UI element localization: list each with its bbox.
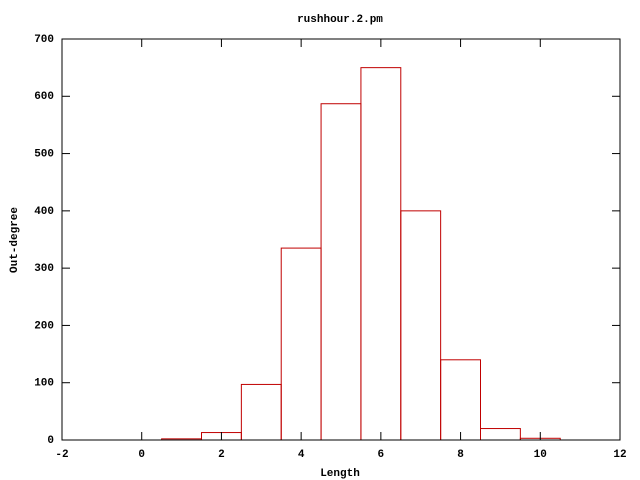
y-tick-label: 200 <box>34 320 54 332</box>
y-tick-label: 600 <box>34 91 54 103</box>
x-tick-label: 6 <box>378 449 385 461</box>
x-tick-label: 12 <box>613 449 626 461</box>
x-tick-label: 2 <box>218 449 225 461</box>
y-tick-label: 400 <box>34 206 54 218</box>
x-axis-label: Length <box>320 468 360 480</box>
y-tick-label: 0 <box>47 435 54 447</box>
x-tick-label: 4 <box>298 449 305 461</box>
y-tick-label: 500 <box>34 148 54 160</box>
x-tick-label: 8 <box>457 449 464 461</box>
chart-title: rushhour.2.pm <box>297 14 383 26</box>
x-tick-label: 0 <box>138 449 145 461</box>
x-tick-label: 10 <box>534 449 547 461</box>
y-tick-label: 700 <box>34 34 54 46</box>
plot-frame <box>61 38 621 441</box>
y-axis-label: Out-degree <box>9 207 21 273</box>
x-tick-label: -2 <box>55 449 68 461</box>
y-tick-label: 300 <box>34 263 54 275</box>
y-tick-label: 100 <box>34 378 54 390</box>
